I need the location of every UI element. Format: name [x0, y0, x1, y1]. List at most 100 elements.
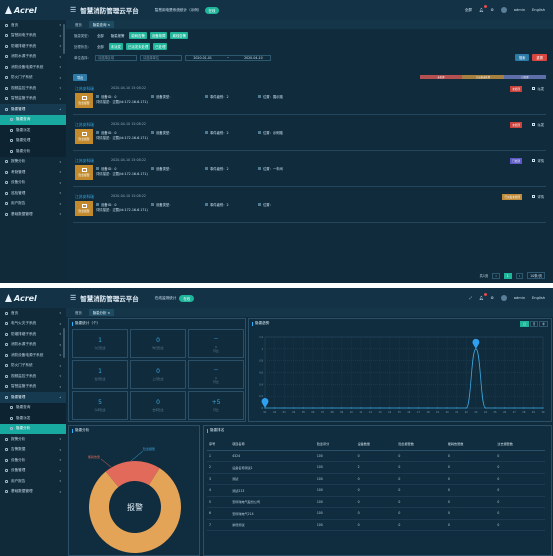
sidebar-item[interactable]: 隐患查询 [0, 114, 66, 125]
sidebar-item[interactable]: 报警分析 ▾ [0, 157, 66, 168]
tab-hazard-analysis[interactable]: 隐患分析 × [88, 309, 115, 316]
period-tab-day[interactable]: 日 [520, 321, 529, 327]
filter-chip[interactable]: 设备故障 [149, 32, 168, 39]
filter-chip[interactable]: 未派发 [108, 43, 123, 50]
period-tab-month[interactable]: 月 [529, 321, 539, 327]
hazard-card[interactable]: 江苏安科瑞 2020-04-10 15:08:22 隐患报警 设备ID：0 设备类型： 事… [73, 191, 546, 223]
area-select[interactable]: 请选择区域 [95, 54, 137, 61]
company-link[interactable]: 江苏安科瑞 [75, 194, 94, 199]
table-row[interactable]: 2 设备名称测试1 100 2 0 0 0 [207, 461, 545, 474]
sidebar-item[interactable]: 隐患处理 [0, 135, 66, 146]
data-point[interactable] [417, 407, 419, 409]
data-point[interactable] [504, 407, 506, 409]
gear-icon[interactable]: ⚙ [490, 296, 494, 300]
sidebar-item[interactable]: 考勤管理 ▾ [0, 167, 66, 178]
sidebar-item[interactable]: 视频监控子系统 ▾ [0, 371, 66, 382]
language-switch[interactable]: English [532, 8, 545, 12]
bell-icon[interactable]: 🔔︎ [479, 293, 487, 300]
user-name[interactable]: admin [513, 296, 526, 300]
data-point[interactable] [389, 407, 391, 409]
language-switch[interactable]: English [532, 296, 545, 300]
sidebar-item[interactable]: 设备分析 ▾ [0, 178, 66, 189]
sidebar-item[interactable]: 消防水源子系统 ▾ [0, 52, 66, 63]
table-row[interactable]: 3 测试 100 0 0 0 0 [207, 473, 545, 485]
table-row[interactable]: 7 新增测试 100 0 0 0 0 [207, 519, 545, 531]
dispatch-button[interactable]: 派发 [532, 86, 544, 91]
sidebar-item[interactable]: 智慧监管子系统 ▾ [0, 94, 66, 105]
column-header[interactable]: 设备数量 [355, 438, 397, 451]
reset-button[interactable]: 重置 [532, 54, 547, 61]
menu-toggle-icon[interactable]: ☰ [70, 6, 77, 14]
data-point[interactable] [542, 407, 544, 409]
fullscreen-button[interactable]: 全屏 [464, 7, 472, 12]
data-point[interactable] [465, 407, 467, 409]
map-pin-marker[interactable] [472, 338, 480, 349]
donut-slice[interactable] [89, 468, 182, 553]
data-point[interactable] [494, 407, 496, 409]
hazard-card[interactable]: 江苏安科瑞 2020-04-10 15:08:22 隐患报警 设备ID：0 设备类型： 事… [73, 119, 546, 151]
data-point[interactable] [484, 407, 487, 409]
menu-toggle-icon[interactable]: ☰ [70, 294, 77, 302]
search-button[interactable]: 搜索 [514, 54, 530, 61]
data-point[interactable] [302, 407, 304, 409]
sidebar-item[interactable]: 隐患派发 [0, 125, 66, 136]
sidebar-item[interactable]: 消防水源子系统 ▾ [0, 340, 66, 351]
filter-option-all[interactable]: 全部 [97, 34, 104, 38]
company-link[interactable]: 江苏安科瑞 [75, 86, 94, 91]
data-point[interactable] [513, 407, 515, 409]
company-link[interactable]: 江苏安科瑞 [75, 158, 94, 163]
filter-chip[interactable]: 能耗告警 [129, 32, 147, 39]
sidebar-item[interactable]: 防烟排烟子系统 ▾ [0, 41, 66, 52]
export-button[interactable]: 导出 [73, 73, 88, 81]
sidebar-item[interactable]: 告警数据 ▾ [0, 445, 66, 456]
sidebar-item[interactable]: 用户报告 ▾ [0, 199, 66, 210]
filter-chip[interactable]: 已派发未处理 [125, 43, 151, 50]
column-header[interactable]: 序号 [207, 438, 231, 451]
date-range-picker[interactable]: 2020-01-01 ~ 2020-04-10 [185, 54, 271, 61]
data-point[interactable] [331, 407, 333, 409]
map-pin-marker[interactable] [261, 398, 269, 408]
data-point[interactable] [456, 407, 458, 409]
sidebar-item[interactable]: 消防设备电源子系统 ▾ [0, 62, 66, 73]
data-point[interactable] [398, 407, 400, 409]
data-point[interactable] [321, 407, 324, 409]
tab-hazard-query[interactable]: 隐患查询 × [88, 21, 115, 28]
sidebar-item[interactable]: 首页 ▾ [0, 308, 66, 319]
data-point[interactable] [369, 407, 372, 409]
sidebar-item[interactable]: 隐患管理 ▴ [0, 104, 66, 115]
column-header[interactable]: 过去报警数 [495, 438, 545, 451]
system-label[interactable]: 在线监测统计 [154, 295, 177, 300]
data-point[interactable] [523, 407, 525, 409]
filter-option[interactable]: 隐患报警 [110, 34, 125, 38]
prev-page-button[interactable]: ‹ [492, 272, 500, 279]
avatar[interactable] [500, 7, 507, 13]
sidebar-item[interactable]: 基础数据管理 ▾ [0, 487, 66, 498]
sidebar-item[interactable]: 智慧用电子系统 ▾ [0, 31, 66, 42]
column-header[interactable]: 项目名称 [230, 438, 315, 451]
sidebar-item[interactable]: 智慧监管子系统 ▾ [0, 382, 66, 393]
user-name[interactable]: admin [513, 8, 526, 12]
sidebar-item[interactable]: 隐患派发 [0, 413, 66, 424]
sidebar-item[interactable]: 设备管理 ▾ [0, 466, 66, 477]
donut-slice[interactable] [105, 461, 160, 487]
sidebar-item[interactable]: 防火门子系统 ▾ [0, 73, 66, 84]
sidebar-item[interactable]: 防火门子系统 ▾ [0, 361, 66, 372]
table-row[interactable]: 6 安科瑞电气214 100 0 0 0 0 [207, 507, 545, 520]
column-header[interactable]: 隐患报警数 [396, 438, 446, 451]
sidebar-item[interactable]: 设备分析 ▾ [0, 455, 66, 466]
data-point[interactable] [408, 407, 410, 409]
sidebar-item[interactable]: 电气火灾子系统 ▾ [0, 319, 66, 330]
filter-chip[interactable]: 离线告警 [170, 32, 189, 39]
table-row[interactable]: 5 安科瑞电气股份公司 100 0 0 0 0 [207, 496, 545, 508]
sidebar-item[interactable]: 隐患管理 ▴ [0, 392, 66, 403]
sidebar-scrollbar[interactable] [63, 24, 65, 54]
sidebar-item[interactable]: 基础数据管理 ▾ [0, 209, 66, 220]
sidebar-item[interactable]: 消防设备电源子系统 ▾ [0, 350, 66, 361]
data-point[interactable] [436, 407, 439, 409]
data-point[interactable] [475, 348, 477, 350]
date-from[interactable]: 2020-01-01 [193, 55, 212, 60]
sidebar-item[interactable]: 隐患分析 [0, 423, 66, 434]
dispatch-button[interactable]: 详情 [532, 158, 544, 163]
page-size-select[interactable]: 10条/页 [527, 272, 545, 279]
filter-option-all[interactable]: 全部 [97, 45, 104, 49]
